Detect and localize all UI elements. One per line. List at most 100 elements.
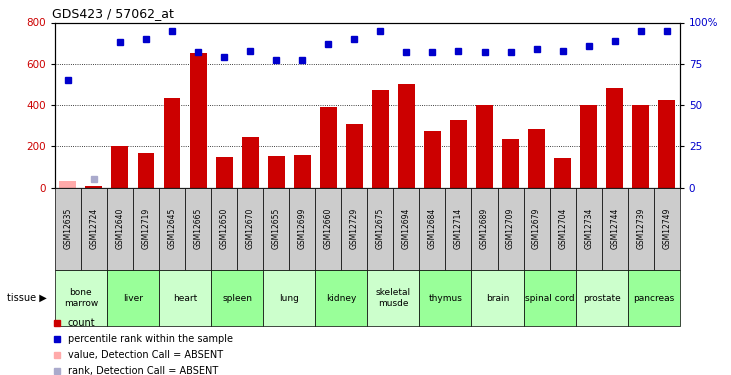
Bar: [420, 188, 445, 270]
Bar: [216, 157, 232, 188]
Text: GSM12749: GSM12749: [662, 208, 671, 249]
Bar: [628, 188, 654, 270]
Bar: [159, 188, 185, 270]
Bar: [502, 139, 519, 188]
Bar: [185, 188, 211, 270]
Text: GSM12660: GSM12660: [324, 208, 333, 249]
Text: GSM12714: GSM12714: [454, 208, 463, 249]
Bar: [367, 270, 420, 326]
Text: GSM12675: GSM12675: [376, 208, 385, 249]
Bar: [398, 84, 415, 188]
Bar: [523, 188, 550, 270]
Bar: [445, 188, 471, 270]
Bar: [476, 105, 493, 188]
Bar: [237, 188, 263, 270]
Bar: [602, 188, 628, 270]
Bar: [575, 188, 602, 270]
Bar: [450, 120, 467, 188]
Bar: [59, 182, 76, 188]
Text: GSM12655: GSM12655: [272, 208, 281, 249]
Bar: [159, 270, 211, 326]
Text: bone
marrow: bone marrow: [64, 288, 98, 308]
Bar: [550, 188, 575, 270]
Bar: [86, 186, 102, 188]
Bar: [393, 188, 420, 270]
Bar: [319, 107, 337, 188]
Text: GSM12640: GSM12640: [115, 208, 124, 249]
Text: GSM12744: GSM12744: [610, 208, 619, 249]
Bar: [55, 270, 107, 326]
Text: tissue ▶: tissue ▶: [7, 293, 47, 303]
Text: count: count: [67, 318, 95, 328]
Bar: [628, 270, 680, 326]
Bar: [315, 188, 341, 270]
Text: thymus: thymus: [428, 294, 463, 303]
Bar: [654, 188, 680, 270]
Text: prostate: prostate: [583, 294, 621, 303]
Text: skeletal
musde: skeletal musde: [376, 288, 411, 308]
Text: GSM12739: GSM12739: [636, 208, 645, 249]
Bar: [55, 188, 81, 270]
Bar: [471, 188, 498, 270]
Text: GSM12734: GSM12734: [584, 208, 593, 249]
Bar: [346, 124, 363, 188]
Bar: [367, 188, 393, 270]
Bar: [315, 270, 367, 326]
Bar: [659, 100, 675, 188]
Text: GSM12645: GSM12645: [167, 208, 176, 249]
Bar: [263, 188, 289, 270]
Bar: [133, 188, 159, 270]
Bar: [523, 270, 575, 326]
Bar: [263, 270, 315, 326]
Bar: [107, 270, 159, 326]
Text: GSM12670: GSM12670: [246, 208, 254, 249]
Bar: [372, 90, 389, 188]
Bar: [81, 188, 107, 270]
Bar: [471, 270, 523, 326]
Text: percentile rank within the sample: percentile rank within the sample: [67, 334, 232, 344]
Text: GSM12679: GSM12679: [532, 208, 541, 249]
Text: GSM12684: GSM12684: [428, 208, 437, 249]
Bar: [294, 154, 311, 188]
Text: GSM12704: GSM12704: [558, 208, 567, 249]
Bar: [164, 98, 181, 188]
Bar: [420, 270, 471, 326]
Text: pancreas: pancreas: [633, 294, 675, 303]
Bar: [242, 137, 259, 188]
Bar: [289, 188, 315, 270]
Text: brain: brain: [486, 294, 510, 303]
Bar: [341, 188, 367, 270]
Text: GSM12665: GSM12665: [194, 208, 202, 249]
Text: value, Detection Call = ABSENT: value, Detection Call = ABSENT: [67, 350, 223, 360]
Bar: [137, 153, 154, 188]
Text: kidney: kidney: [326, 294, 357, 303]
Text: GSM12719: GSM12719: [142, 208, 151, 249]
Bar: [554, 158, 571, 188]
Text: GDS423 / 57062_at: GDS423 / 57062_at: [52, 7, 173, 20]
Text: GSM12729: GSM12729: [350, 208, 359, 249]
Bar: [211, 188, 237, 270]
Bar: [528, 129, 545, 188]
Text: GSM12650: GSM12650: [219, 208, 229, 249]
Bar: [211, 270, 263, 326]
Text: lung: lung: [279, 294, 299, 303]
Bar: [580, 105, 597, 188]
Bar: [111, 146, 129, 188]
Text: GSM12699: GSM12699: [298, 208, 307, 249]
Text: GSM12689: GSM12689: [480, 208, 489, 249]
Bar: [575, 270, 628, 326]
Bar: [606, 88, 624, 188]
Text: GSM12724: GSM12724: [89, 208, 99, 249]
Text: liver: liver: [123, 294, 143, 303]
Bar: [268, 156, 284, 188]
Bar: [632, 105, 649, 188]
Text: spinal cord: spinal cord: [525, 294, 575, 303]
Text: heart: heart: [173, 294, 197, 303]
Bar: [189, 54, 207, 188]
Text: GSM12635: GSM12635: [64, 208, 72, 249]
Bar: [498, 188, 523, 270]
Text: rank, Detection Call = ABSENT: rank, Detection Call = ABSENT: [67, 366, 218, 375]
Text: GSM12694: GSM12694: [402, 208, 411, 249]
Text: GSM12709: GSM12709: [506, 208, 515, 249]
Bar: [107, 188, 133, 270]
